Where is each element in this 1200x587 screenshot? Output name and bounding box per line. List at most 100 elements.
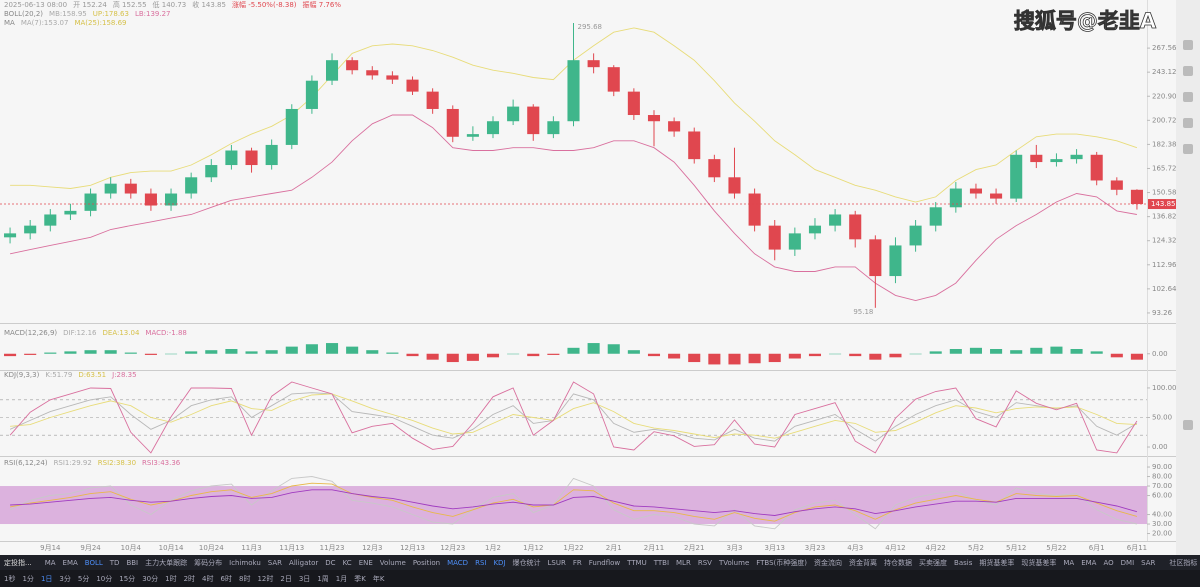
x-tick-label: 4月12 <box>885 544 905 552</box>
toolbar-item[interactable]: 30分 <box>142 574 159 583</box>
last-price-tag <box>1148 199 1176 210</box>
candle-body <box>909 225 922 246</box>
toolbar-item[interactable]: LSUR <box>547 558 566 567</box>
toolbar-item[interactable]: 1分 <box>22 574 34 583</box>
candle-body <box>366 70 379 76</box>
toolbar-item[interactable]: 定投指... <box>4 558 32 567</box>
toolbar-item[interactable]: KDJ <box>493 558 506 567</box>
toolbar-item[interactable]: BBI <box>126 558 139 567</box>
toolbar-item[interactable]: SAR <box>267 558 283 567</box>
toolbar-item[interactable]: KC <box>342 558 352 567</box>
toolbar-item[interactable]: 主力大单跟踪 <box>145 558 188 567</box>
toolbar-item[interactable]: Alligator <box>289 558 319 567</box>
toolbar-item[interactable]: 12时 <box>257 574 274 583</box>
toolbar-item[interactable]: 6时 <box>220 574 232 583</box>
toolbar-item[interactable]: 1月 <box>335 574 348 583</box>
toolbar-item[interactable]: AO <box>1103 558 1114 567</box>
toolbar-item[interactable]: 1日 <box>40 574 53 583</box>
toolbar-item[interactable]: TVolume <box>718 558 750 567</box>
icon[interactable] <box>1183 118 1193 128</box>
toolbar-item[interactable]: 期货基差率 <box>979 558 1015 567</box>
toolbar-item[interactable]: 10分 <box>96 574 113 583</box>
macd-bar <box>849 353 862 357</box>
x-tick-label: 12月23 <box>440 544 465 552</box>
toolbar-item[interactable]: 1时 <box>165 574 177 583</box>
toolbar-item[interactable]: MACD <box>447 558 469 567</box>
toolbar-item[interactable]: 季K <box>354 574 366 583</box>
icon[interactable] <box>1183 144 1193 154</box>
toolbar-item[interactable]: 持仓数据 <box>884 558 913 567</box>
toolbar-item[interactable]: EMA <box>62 558 78 567</box>
toolbar-item[interactable]: FR <box>572 558 582 567</box>
icon[interactable] <box>1183 66 1193 76</box>
y-tick-label: 165.72 <box>1152 164 1177 172</box>
y-tick-label: 102.64 <box>1152 285 1177 293</box>
legend-text: 高 152.55 <box>113 0 147 9</box>
x-tick-label: 6月1 <box>1089 544 1105 552</box>
candle-body <box>587 60 600 68</box>
y-tick-label: 200.72 <box>1152 116 1177 124</box>
candle-body <box>245 150 258 166</box>
icon[interactable] <box>1183 92 1193 102</box>
toolbar-item[interactable]: MA <box>1063 558 1075 567</box>
candle-body <box>144 193 157 206</box>
toolbar-item[interactable]: 筹码分布 <box>194 558 223 567</box>
macd-bar <box>708 353 721 365</box>
macd-bar <box>346 346 359 354</box>
toolbar-item[interactable]: Fundflow <box>588 558 621 567</box>
macd-bar <box>466 353 479 361</box>
toolbar-item[interactable]: Volume <box>379 558 406 567</box>
toolbar-item[interactable]: 资金流向 <box>814 558 843 567</box>
toolbar-item[interactable]: 爆仓统计 <box>512 558 541 567</box>
toolbar-item[interactable]: 现货基差率 <box>1021 558 1057 567</box>
y-tick-label: 0.00 <box>1152 443 1168 451</box>
icon[interactable] <box>1183 420 1193 430</box>
sidebar-icons[interactable] <box>1183 40 1193 430</box>
toolbar-item[interactable]: DMI <box>1120 558 1135 567</box>
toolbar-item[interactable]: MA <box>44 558 56 567</box>
toolbar-item[interactable]: EMA <box>1081 558 1097 567</box>
macd-bar <box>245 351 258 354</box>
toolbar-item[interactable]: TTMU <box>627 558 647 567</box>
macd-bar <box>1010 350 1023 354</box>
icon[interactable] <box>1183 40 1193 50</box>
toolbar-item[interactable]: 2日 <box>280 574 292 583</box>
x-tick-label: 11月3 <box>241 544 261 552</box>
toolbar-item[interactable]: SAR <box>1141 558 1156 567</box>
toolbar-item[interactable]: 3分 <box>59 574 71 583</box>
toolbar-item[interactable]: 3日 <box>298 574 311 583</box>
toolbar-item[interactable]: TD <box>109 558 120 567</box>
x-tick-label: 11月23 <box>320 544 345 552</box>
toolbar-item[interactable]: DC <box>325 558 336 567</box>
toolbar-item[interactable]: Basis <box>954 558 973 567</box>
candle-body <box>889 245 902 277</box>
toolbar-item[interactable]: RSI <box>475 558 487 567</box>
legend-text: RSI2:38.30 <box>98 459 136 467</box>
macd-bar <box>366 350 379 354</box>
toolbar-item[interactable]: 1周 <box>317 574 329 583</box>
toolbar-item[interactable]: Ichimoku <box>229 558 261 567</box>
toolbar-item[interactable]: TTBI <box>653 558 670 567</box>
legend-text: RSI1:29.92 <box>54 459 92 467</box>
toolbar-item[interactable]: 1秒 <box>4 574 16 583</box>
toolbar-item[interactable]: FTBS(币种强度) <box>756 558 808 567</box>
toolbar-item[interactable]: 买卖强度 <box>919 558 948 567</box>
toolbar-item[interactable]: 2时 <box>183 574 196 583</box>
macd-bar <box>547 353 560 355</box>
toolbar-item[interactable]: 资金背离 <box>849 558 878 567</box>
toolbar-item[interactable]: 8时 <box>238 574 251 583</box>
candle-body <box>24 225 37 234</box>
toolbar-item[interactable]: BOLL <box>84 558 103 567</box>
toolbar-item[interactable]: RSV <box>697 558 712 567</box>
legend-text: 开 152.24 <box>73 1 107 9</box>
toolbar-item[interactable]: 15分 <box>119 574 136 583</box>
macd-bar <box>64 351 77 354</box>
candle-body <box>990 193 1003 199</box>
toolbar-item[interactable]: MLR <box>676 558 691 567</box>
toolbar-item[interactable]: 4时 <box>202 574 214 583</box>
toolbar-item[interactable]: Position <box>412 558 441 567</box>
toolbar-item[interactable]: 5分 <box>77 574 90 583</box>
toolbar-item[interactable]: ENE <box>358 558 373 567</box>
toolbar-item[interactable]: 年K <box>372 574 385 583</box>
toolbar-item[interactable]: 社区指标 <box>1169 558 1198 567</box>
